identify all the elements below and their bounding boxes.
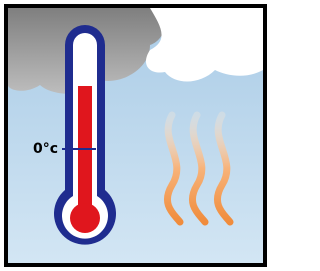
illustration: 0°c — [0, 0, 271, 271]
cloud — [146, 8, 263, 82]
temperature-label: 0°c — [33, 141, 58, 157]
page: 0°c (() => { const data = JSON.parse(doc… — [0, 0, 271, 271]
